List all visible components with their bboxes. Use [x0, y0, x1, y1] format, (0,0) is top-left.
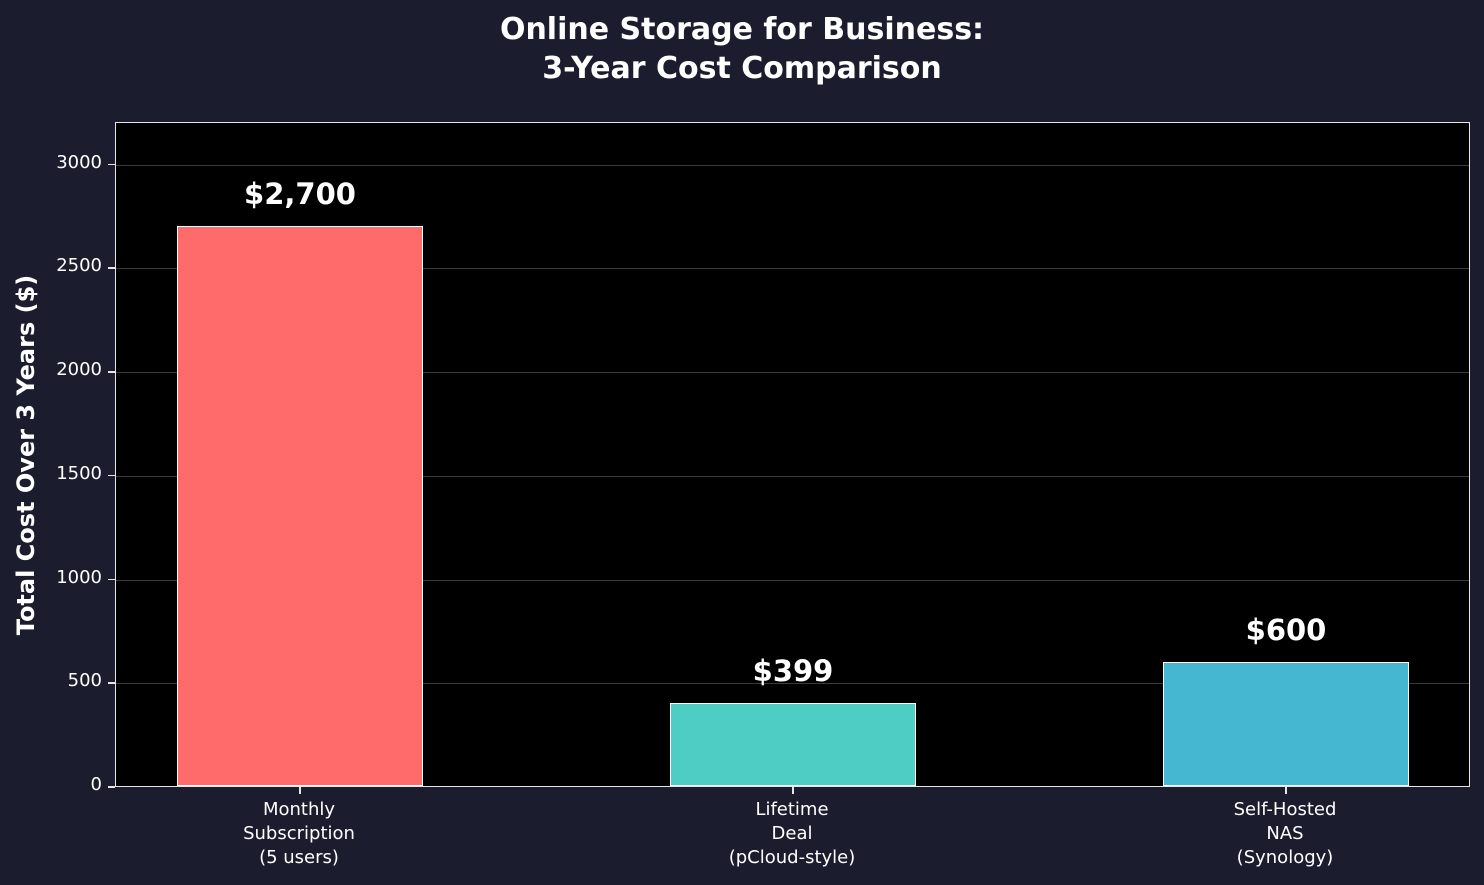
x-tick-label-line: NAS — [1266, 823, 1304, 844]
y-tick-mark — [108, 474, 115, 477]
x-tick-label-line: Self-Hosted — [1233, 799, 1337, 820]
y-tick-mark — [108, 163, 115, 165]
gridline — [116, 579, 1469, 581]
bar-value-label: $600 — [1245, 612, 1327, 647]
x-tick-mark — [792, 787, 794, 794]
y-tick-label: 2500 — [56, 255, 102, 277]
x-tick-label-line: (pCloud-style) — [728, 847, 856, 868]
bar-value-label: $2,700 — [244, 176, 356, 211]
y-tick-label: 3000 — [56, 151, 102, 173]
x-tick-label-line: (Synology) — [1236, 847, 1334, 868]
gridline — [116, 268, 1469, 270]
y-tick-label: 1500 — [56, 462, 102, 484]
x-tick-label: Lifetime Deal (pCloud-style) — [642, 798, 942, 870]
chart-title-line-1: Online Storage for Business: — [499, 12, 985, 47]
x-tick-label: Self-Hosted NAS (Synology) — [1135, 798, 1435, 870]
gridline — [116, 683, 1469, 685]
y-tick-mark — [108, 578, 115, 580]
plot-area: $2,700 $399 $600 — [115, 122, 1470, 787]
y-tick-mark — [108, 371, 115, 373]
bar — [1163, 661, 1409, 786]
chart-title: Online Storage for Business: 3-Year Cost… — [0, 10, 1484, 88]
chart-title-line-2: 3-Year Cost Comparison — [542, 51, 942, 86]
y-tick-mark — [108, 786, 115, 788]
x-tick-label: Monthly Subscription (5 users) — [149, 798, 449, 870]
bar — [670, 703, 916, 786]
gridline — [116, 164, 1469, 166]
x-tick-label-line: Deal — [771, 823, 813, 844]
y-tick-label: 2000 — [56, 359, 102, 380]
x-tick-label-line: Monthly — [262, 799, 336, 820]
bar-value-label: $399 — [752, 654, 834, 689]
x-tick-label-line: Subscription — [243, 823, 355, 844]
y-tick-mark — [108, 267, 115, 269]
y-tick-label: 0 — [90, 774, 102, 795]
y-tick-label: 1000 — [56, 566, 102, 588]
x-tick-label-line: Lifetime — [755, 799, 829, 820]
x-tick-mark — [1285, 787, 1287, 794]
y-tick-mark — [108, 682, 115, 684]
bar — [177, 225, 423, 786]
y-tick-label: 500 — [67, 670, 102, 692]
gridline — [116, 372, 1469, 373]
x-tick-label-line: (5 users) — [259, 847, 339, 868]
x-tick-mark — [299, 787, 301, 794]
gridline — [116, 475, 1469, 477]
